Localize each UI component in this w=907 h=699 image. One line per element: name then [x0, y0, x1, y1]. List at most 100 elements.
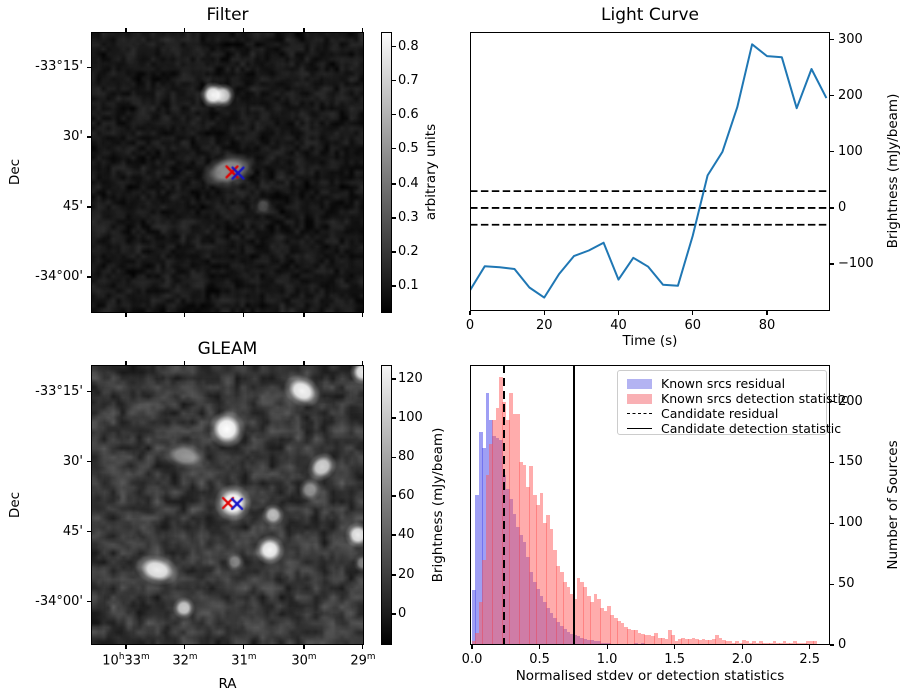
histogram-bar	[725, 641, 730, 645]
brightness-tick-label: 300	[838, 31, 863, 47]
histogram-bar	[748, 642, 753, 645]
histogram-bar	[809, 641, 814, 645]
histogram-bar	[566, 586, 571, 645]
histogram-bar	[539, 492, 544, 645]
histogram-bar	[789, 642, 794, 645]
histogram-bar	[472, 641, 476, 645]
histogram-bar	[718, 637, 723, 645]
axis-tick-mark	[243, 645, 245, 649]
colorbar-tick-label: 0.3	[398, 210, 419, 226]
light-curve-ylabel: Brightness (mJy/beam)	[885, 93, 901, 249]
colorbar-tick-label: 0.7	[398, 72, 419, 88]
stat-tick-label: 0.0	[461, 652, 483, 667]
legend-dashed-line-swatch	[627, 413, 652, 414]
histogram-bar	[573, 598, 578, 645]
colorbar-tick-label: 0.4	[398, 176, 419, 192]
axis-tick-mark	[243, 28, 245, 32]
colorbar-tick-label: 0	[398, 605, 407, 621]
axis-tick-mark	[606, 645, 608, 649]
histogram-bar	[495, 407, 500, 645]
histogram-plot	[470, 365, 830, 645]
colorbar-tick-label: 40	[398, 526, 415, 542]
colorbar-tick-label: 0.6	[398, 106, 419, 122]
axis-tick-mark	[830, 95, 834, 97]
axis-tick-mark	[830, 461, 834, 463]
count-tick-label: 100	[838, 515, 863, 531]
histogram-bar	[580, 581, 584, 645]
histogram-bar	[661, 637, 665, 645]
time-tick-label: 80	[758, 318, 776, 333]
histogram-bar	[475, 632, 480, 645]
axis-tick-mark	[830, 39, 834, 41]
histogram-bar	[732, 642, 736, 645]
axis-tick-mark	[87, 391, 91, 393]
legend-item-label: Known srcs residual	[661, 376, 786, 391]
brightness-tick-label: −100	[838, 255, 874, 271]
histogram-bar	[657, 637, 662, 645]
axis-tick-mark	[362, 313, 364, 317]
axis-tick-mark	[830, 151, 834, 153]
histogram-bar	[647, 635, 652, 645]
histogram-bar	[742, 640, 746, 645]
filter-colorbar	[381, 32, 392, 313]
histogram-bar	[637, 632, 642, 645]
axis-tick-mark	[87, 461, 91, 463]
axis-tick-mark	[303, 28, 305, 32]
histogram-bar	[813, 641, 817, 645]
histogram-bar	[779, 642, 784, 645]
legend-patch-swatch	[627, 393, 652, 404]
axis-tick-mark	[87, 136, 91, 138]
gleam-sky-image	[91, 365, 364, 645]
histogram-bar	[536, 505, 540, 645]
stat-tick-label: 0.5	[529, 652, 550, 667]
stat-tick-label: 1.5	[664, 652, 685, 667]
histogram-bar	[590, 602, 594, 645]
histogram-bar	[721, 640, 726, 645]
axis-tick-mark	[362, 361, 364, 365]
histogram-bar	[765, 642, 770, 645]
axis-tick-mark	[87, 531, 91, 533]
histogram-bar	[620, 623, 625, 645]
colorbar-tick-mark	[392, 417, 396, 419]
histogram-bar	[759, 641, 763, 645]
histogram-bar	[674, 641, 679, 645]
histogram-bar	[769, 642, 773, 645]
histogram-bar	[542, 523, 547, 645]
histogram-bar	[694, 638, 699, 645]
dec-tick-label: -33°15'	[35, 59, 83, 75]
filter-dec-axis-label: Dec	[7, 158, 23, 186]
histogram-bar	[559, 571, 564, 645]
histogram-bar	[607, 606, 611, 645]
colorbar-tick-mark	[392, 495, 396, 497]
histogram-bar	[596, 598, 601, 645]
axis-tick-mark	[741, 645, 743, 649]
light-curve-plot	[470, 43, 830, 299]
histogram-bar	[478, 431, 483, 645]
histogram-bar	[526, 486, 530, 645]
axis-tick-mark	[830, 522, 834, 524]
colorbar-tick-mark	[392, 217, 396, 219]
histogram-bar	[634, 630, 638, 645]
histogram-legend: Known srcs residual Known srcs detection …	[617, 370, 848, 436]
axis-tick-mark	[125, 645, 127, 649]
histogram-bar	[735, 641, 740, 645]
histogram-bar	[522, 464, 527, 645]
histogram-bar	[738, 642, 743, 645]
histogram-bar	[583, 586, 588, 645]
colorbar-tick-mark	[392, 251, 396, 253]
colorbar-tick-label: 20	[398, 567, 415, 582]
dec-tick-label: 45'	[62, 523, 83, 539]
stat-tick-label: 1.0	[596, 652, 618, 667]
gleam-dec-axis-label: Dec	[7, 491, 23, 519]
axis-tick-mark	[303, 361, 305, 365]
histogram-bar	[678, 638, 682, 645]
colorbar-tick-label: 80	[398, 449, 415, 465]
axis-tick-mark	[830, 400, 834, 403]
histogram-bar	[499, 377, 503, 645]
histogram-bar	[586, 596, 591, 645]
ra-tick-label: 10h33m	[102, 652, 150, 669]
axis-tick-mark	[303, 313, 305, 317]
colorbar-tick-mark	[392, 613, 396, 615]
colorbar-tick-label: 0.5	[398, 140, 419, 156]
histogram-bar	[799, 642, 804, 645]
